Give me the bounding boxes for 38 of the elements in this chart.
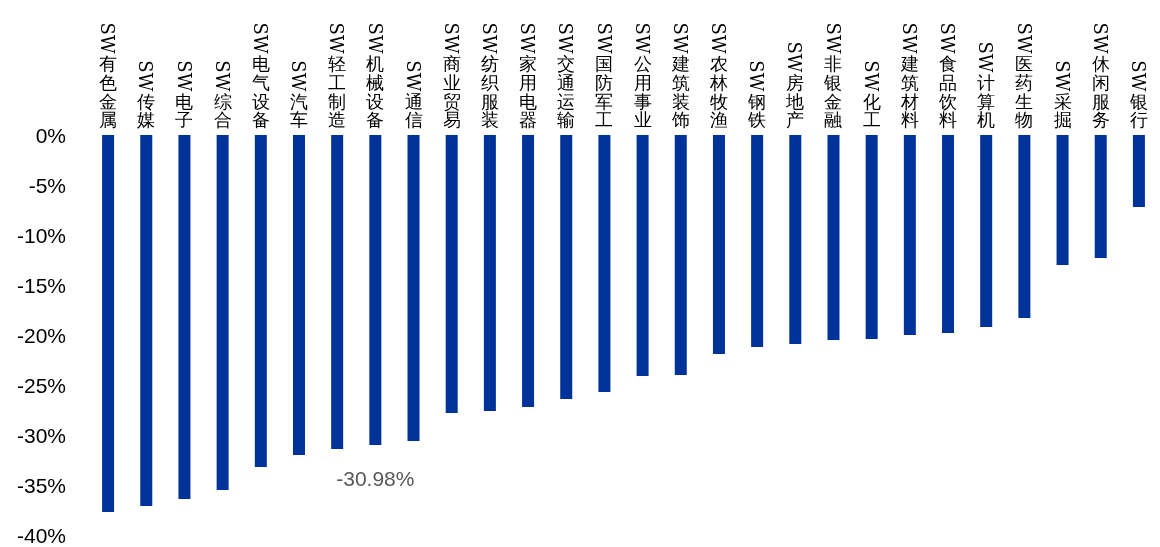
x-tick-label: SW国防军工 [593, 22, 615, 131]
y-tick-label: 0% [35, 123, 66, 147]
y-tick-label: -35% [16, 473, 66, 497]
x-tick-label: SW商业贸易 [440, 22, 462, 131]
x-tick-label: SW建筑材料 [899, 22, 920, 131]
x-tick-label: SW计算机 [975, 41, 997, 131]
x-tick-label: SW农林牧渔 [708, 22, 730, 131]
x-tick-label: SW休闲服务 [1089, 22, 1111, 131]
x-tick-label: SW传媒 [135, 60, 157, 131]
x-tick-label: SW机械设备 [364, 22, 386, 131]
y-tick-label: -40% [16, 523, 66, 547]
x-tick-label: SW化工 [860, 60, 882, 131]
x-tick-label: SW采掘 [1051, 60, 1073, 131]
x-tick-label: SW汽车 [288, 60, 310, 131]
y-tick-label: -5% [28, 173, 66, 197]
x-tick-label: SW电气设备 [249, 22, 271, 131]
x-tick-label: SW钢铁 [746, 60, 768, 131]
x-tick-label: SW房地产 [784, 41, 806, 131]
x-tick-label: SW建筑装饰 [669, 22, 691, 131]
y-tick-label: -10% [16, 223, 66, 247]
x-tick-label: SW医药生物 [1013, 22, 1035, 131]
x-tick-label: SW电子 [173, 60, 195, 131]
annotation: -30.98% [336, 467, 415, 491]
x-tick-label: SW银行 [1128, 60, 1150, 131]
y-tick-label: -20% [16, 323, 66, 347]
x-tick-label: SW有色金属 [97, 22, 119, 131]
y-tick-label: -25% [16, 373, 66, 397]
x-tick-label: SW综合 [211, 60, 233, 131]
x-tick-label: SW食品饮料 [937, 22, 959, 131]
x-tick-label: SW纺织服装 [479, 22, 501, 131]
x-tick-label: SW非银金融 [822, 22, 844, 131]
x-tick-label: SW交通运输 [555, 22, 577, 131]
y-tick-label: -30% [16, 423, 66, 447]
x-tick-label: SW家用电器 [517, 22, 539, 131]
x-tick-label: SW轻工制造 [326, 22, 348, 131]
x-tick-label: SW公用事业 [631, 22, 653, 131]
x-tick-label: SW通信 [402, 60, 424, 131]
y-tick-label: -15% [16, 273, 66, 297]
